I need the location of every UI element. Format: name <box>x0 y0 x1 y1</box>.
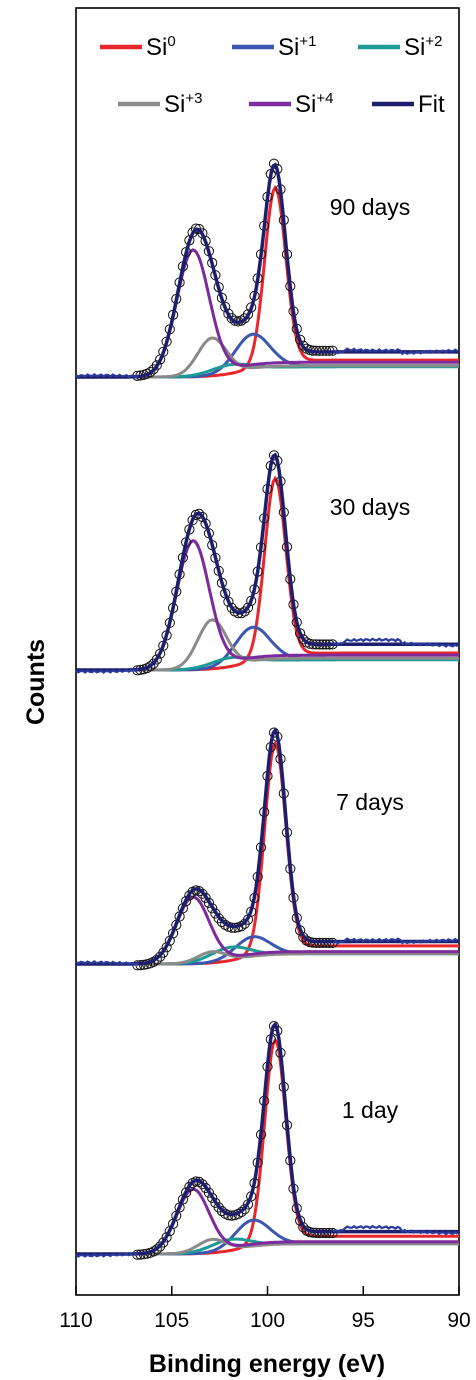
fit-curve <box>76 1021 459 1256</box>
x-tick-label: 110 <box>59 1309 92 1332</box>
data-point <box>226 1210 237 1221</box>
x-axis-ticks: 110 105 100 95 90 <box>59 1286 471 1332</box>
y-axis-title: Counts <box>22 639 50 725</box>
data-point <box>200 892 211 904</box>
data-point <box>213 1202 224 1213</box>
raw-tail-high <box>75 1251 139 1258</box>
component-curve-si4 <box>76 539 459 672</box>
raw-tail-low <box>333 637 459 648</box>
x-tick-label: 90 <box>447 1309 470 1332</box>
raw-tail-high <box>75 960 139 967</box>
data-point <box>268 450 280 461</box>
data-point <box>151 360 162 371</box>
legend-label: Si+1 <box>278 33 316 61</box>
data-point <box>158 1237 169 1248</box>
data-point <box>226 313 237 324</box>
raw-tail-high <box>75 668 139 674</box>
raw-tail-low <box>333 1224 459 1236</box>
raw-tail-low <box>333 937 459 945</box>
component-curve-si4 <box>76 248 459 379</box>
component-curve-si1 <box>76 625 459 672</box>
fit-curve <box>76 727 459 966</box>
data-point <box>229 922 240 933</box>
legend: Si0 Si+1 Si+2 Si+3 Si+4 Fit <box>100 33 445 118</box>
legend-label: Si0 <box>146 33 176 61</box>
panel-label: 7 days <box>336 789 404 815</box>
data-point <box>197 511 208 523</box>
legend-label: Si+2 <box>404 33 442 61</box>
raw-tail-low <box>333 347 459 356</box>
legend-entry: Si+4 <box>249 90 333 118</box>
legend-entry: Si0 <box>100 33 176 61</box>
data-point <box>145 367 156 378</box>
data-point <box>151 654 162 665</box>
panel-label: 90 days <box>330 194 411 220</box>
panel: 90 days <box>75 158 459 381</box>
x-tick-label: 100 <box>250 1309 285 1332</box>
data-point <box>213 913 224 924</box>
data-point <box>203 1187 214 1198</box>
x-tick-label: 95 <box>352 1309 375 1332</box>
data-point <box>197 1179 208 1190</box>
data-point <box>207 1192 218 1204</box>
legend-label: Fit <box>418 91 445 118</box>
data-point <box>226 602 237 613</box>
panels: 90 days 30 days 7 days 1 day <box>75 158 459 1260</box>
legend-entry: Si+1 <box>232 33 316 61</box>
panel: 7 days <box>75 727 459 971</box>
raw-tail-high <box>75 373 139 379</box>
data-point <box>242 309 254 320</box>
legend-label: Si+4 <box>295 90 333 118</box>
panel-label: 30 days <box>330 494 411 520</box>
x-tick-label: 105 <box>154 1309 189 1332</box>
panel: 1 day <box>75 1021 459 1260</box>
legend-entry: Si+3 <box>118 90 202 118</box>
data-point <box>184 1181 195 1192</box>
component-curve-si1 <box>76 332 459 379</box>
legend-entry: Fit <box>372 91 445 118</box>
data-point <box>242 602 254 613</box>
x-axis-title: Binding energy (eV) <box>149 1350 385 1378</box>
data-point <box>184 890 195 901</box>
data-point <box>187 515 198 526</box>
panel: 30 days <box>75 450 459 676</box>
panel-label: 1 day <box>342 1097 399 1123</box>
legend-label: Si+3 <box>164 90 202 118</box>
fit-curve <box>76 452 459 672</box>
legend-entry: Si+2 <box>358 33 442 61</box>
